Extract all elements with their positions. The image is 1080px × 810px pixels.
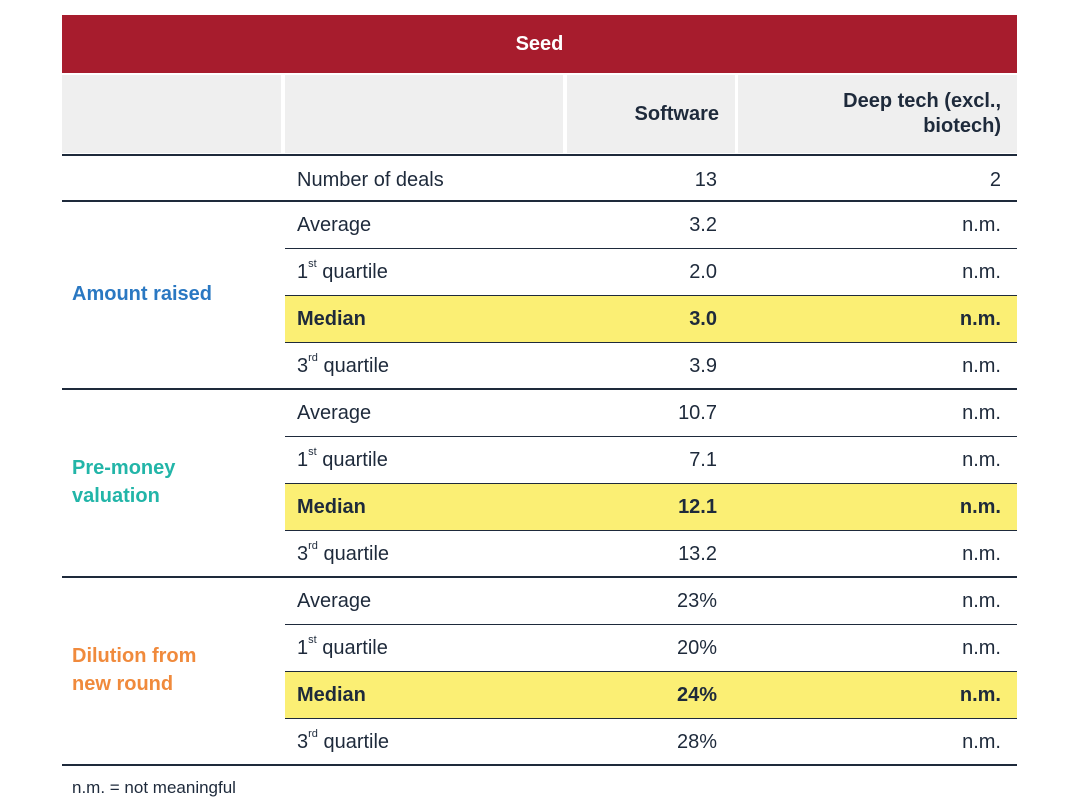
software-value: 24% (676, 683, 717, 706)
table-row-median: Median 24% n.m. (285, 672, 1017, 718)
deep-tech-value: 2 (989, 168, 1001, 191)
group-label: Dilution from new round (72, 645, 197, 695)
software-value: 2.0 (689, 260, 717, 283)
row-label: 3rd quartile (297, 539, 390, 565)
row-divider (285, 530, 1017, 531)
software-value: 7.1 (689, 448, 717, 471)
table-row: 1st quartile 20% n.m. (285, 625, 1017, 671)
group-rule (62, 388, 1017, 390)
table-row: Average 3.2 n.m. (285, 202, 1017, 248)
deep-tech-value: n.m. (962, 260, 1001, 283)
software-value: 12.1 (678, 495, 717, 518)
row-label: Median (297, 683, 366, 706)
header-deep-tech: Deep tech (excl., biotech) (738, 75, 1017, 153)
software-value: 3.2 (689, 213, 717, 236)
row-label: Average (297, 589, 372, 612)
row-label: 3rd quartile (297, 351, 390, 377)
row-divider (285, 295, 1017, 296)
row-divider (285, 436, 1017, 437)
deep-tech-value: n.m. (962, 354, 1001, 377)
group-rule (62, 576, 1017, 578)
software-value: 13 (694, 168, 717, 191)
deep-tech-value: n.m. (962, 448, 1001, 471)
row-divider (285, 671, 1017, 672)
row-label: Average (297, 213, 372, 236)
deep-tech-value: n.m. (959, 495, 1001, 518)
row-label: 1st quartile (297, 445, 388, 471)
table-row: 3rd quartile 13.2 n.m. (285, 531, 1017, 577)
deep-tech-value: n.m. (962, 213, 1001, 236)
deep-tech-value: n.m. (962, 636, 1001, 659)
table-row: 1st quartile 2.0 n.m. (285, 249, 1017, 295)
header-empty-left (62, 75, 281, 153)
deep-tech-value: n.m. (959, 683, 1001, 706)
software-value: 3.9 (689, 354, 717, 377)
table-row: Average 23% n.m. (285, 578, 1017, 624)
group-rule (62, 200, 1017, 202)
software-value: 23% (676, 589, 717, 612)
table-row: 1st quartile 7.1 n.m. (285, 437, 1017, 483)
table-row-median: Median 3.0 n.m. (285, 296, 1017, 342)
row-divider (285, 718, 1017, 719)
header-software: Software (567, 75, 735, 153)
software-value: 20% (676, 636, 717, 659)
row-divider (285, 342, 1017, 343)
table-row: 3rd quartile 3.9 n.m. (285, 343, 1017, 389)
row-label: Average (297, 401, 372, 424)
software-value: 10.7 (678, 401, 717, 424)
row-label: Number of deals (297, 168, 444, 191)
group-label: Amount raised (72, 283, 213, 305)
deep-tech-value: n.m. (959, 307, 1001, 330)
group-label: Pre-money valuation (72, 457, 176, 507)
software-value: 28% (676, 730, 717, 753)
software-value: 13.2 (678, 542, 717, 565)
row-label: 1st quartile (297, 257, 388, 283)
table-row: Average 10.7 n.m. (285, 390, 1017, 436)
software-value: 3.0 (689, 307, 717, 330)
row-label: 1st quartile (297, 633, 388, 659)
table-row-deals: Number of deals 13 2 (285, 157, 1017, 203)
header-deep-tech-label: Deep tech (excl., biotech) (843, 90, 1001, 137)
deep-tech-value: n.m. (962, 542, 1001, 565)
row-divider (285, 248, 1017, 249)
row-label: Median (297, 495, 366, 518)
table-title: Seed (62, 15, 1017, 73)
row-divider (285, 483, 1017, 484)
deep-tech-value: n.m. (962, 730, 1001, 753)
deep-tech-value: n.m. (962, 401, 1001, 424)
footnote: n.m. = not meaningful (72, 778, 236, 797)
deep-tech-value: n.m. (962, 589, 1001, 612)
table-row-median: Median 12.1 n.m. (285, 484, 1017, 530)
table-bottom-rule (62, 764, 1017, 766)
table-row: 3rd quartile 28% n.m. (285, 719, 1017, 765)
row-label: Median (297, 307, 366, 330)
row-label: 3rd quartile (297, 727, 390, 753)
header-rule (62, 154, 1017, 156)
row-divider (285, 624, 1017, 625)
header-empty-metric (285, 75, 563, 153)
